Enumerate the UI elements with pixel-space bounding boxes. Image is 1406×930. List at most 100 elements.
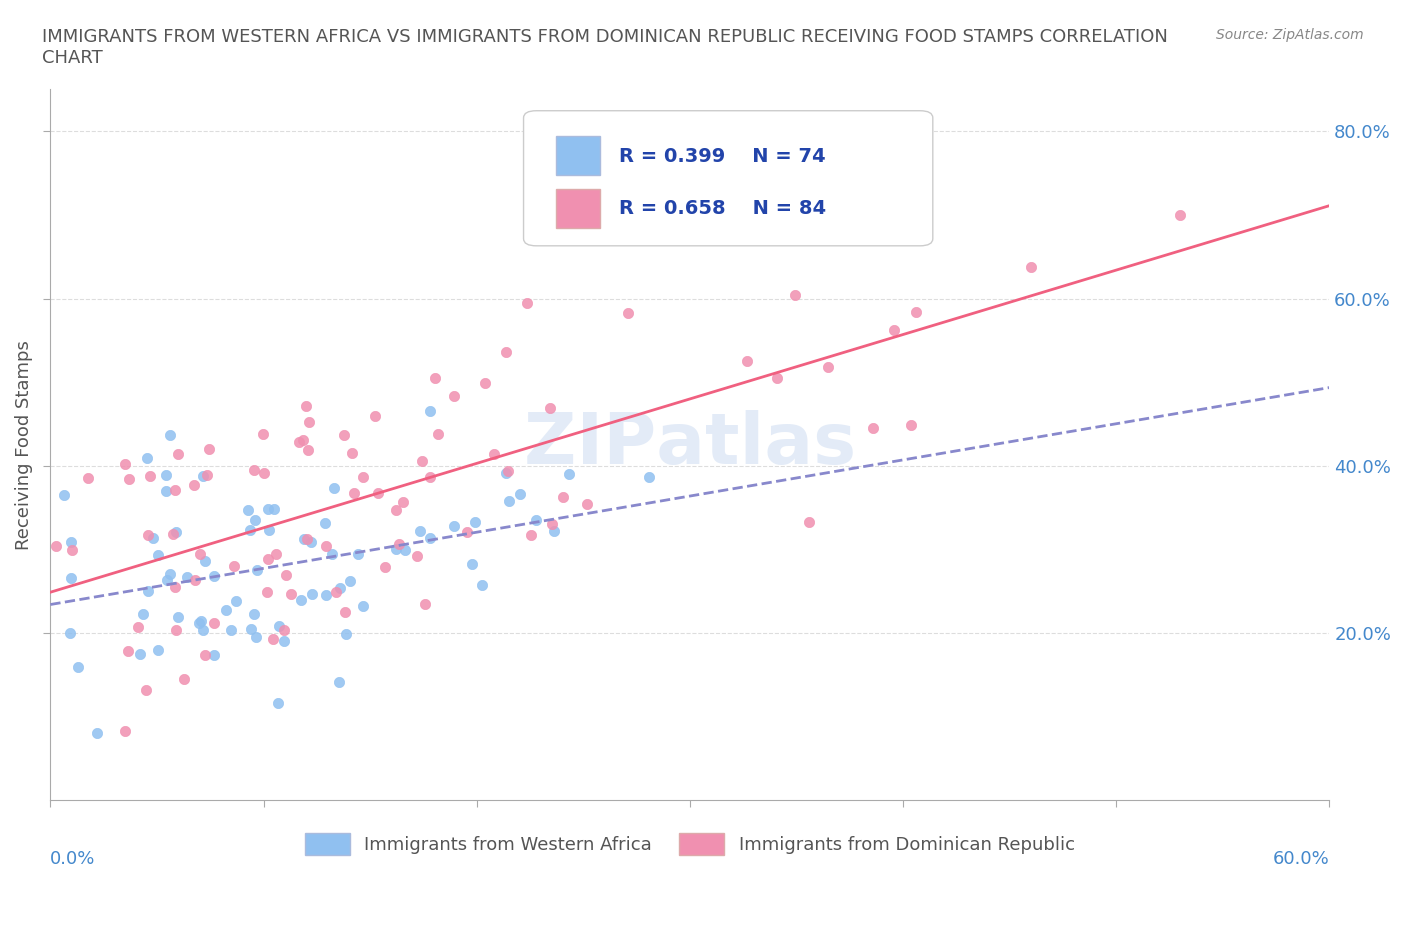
Point (59, 625, 82, 640)
Point (540, 517, 562, 532)
Point (165, 579, 187, 594)
Point (301, 586, 323, 601)
Point (883, 323, 905, 338)
Point (245, 630, 267, 644)
Point (243, 606, 266, 621)
Point (117, 644, 139, 658)
Point (419, 531, 441, 546)
Point (59, 571, 82, 586)
Point (236, 502, 259, 517)
Point (225, 594, 247, 609)
Point (195, 467, 218, 482)
Text: Source: ZipAtlas.com: Source: ZipAtlas.com (1216, 28, 1364, 42)
Point (352, 470, 374, 485)
Point (292, 532, 315, 547)
Point (165, 622, 187, 637)
Point (456, 525, 478, 539)
Point (374, 560, 396, 575)
Point (274, 568, 297, 583)
Point (295, 398, 318, 413)
Point (335, 627, 357, 642)
Point (162, 526, 184, 541)
Point (267, 618, 290, 633)
Point (364, 409, 387, 424)
Point (273, 622, 295, 637)
Point (114, 457, 136, 472)
Point (495, 466, 517, 481)
Point (315, 538, 337, 553)
Point (482, 446, 505, 461)
Point (262, 631, 284, 646)
Point (419, 469, 441, 484)
Point (191, 622, 214, 637)
Text: 60.0%: 60.0% (1272, 850, 1329, 868)
Point (86, 726, 108, 741)
Point (1019, 259, 1042, 274)
Point (240, 621, 263, 636)
Point (146, 547, 169, 562)
Point (114, 724, 136, 738)
Point (135, 683, 157, 698)
Point (191, 469, 214, 484)
Point (460, 556, 482, 571)
Point (167, 446, 190, 461)
Point (314, 515, 336, 530)
Point (297, 443, 319, 458)
Point (346, 546, 368, 561)
Point (159, 567, 181, 582)
Point (59, 535, 82, 550)
Point (173, 671, 195, 686)
Point (335, 604, 357, 619)
Point (392, 495, 415, 510)
Point (474, 376, 496, 391)
Point (202, 615, 225, 630)
Point (315, 588, 337, 603)
Point (128, 646, 150, 661)
Point (224, 559, 246, 574)
Point (266, 696, 288, 711)
Point (194, 554, 217, 569)
Point (384, 541, 406, 556)
Point (845, 209, 868, 224)
Point (198, 442, 221, 457)
Point (340, 445, 363, 460)
Point (516, 296, 538, 311)
Point (159, 428, 181, 443)
Point (900, 418, 922, 432)
Point (288, 434, 311, 449)
FancyBboxPatch shape (555, 189, 600, 228)
Point (165, 483, 187, 498)
Point (256, 501, 278, 516)
Point (67, 659, 90, 674)
Point (60, 543, 83, 558)
Point (256, 551, 278, 566)
Point (352, 599, 374, 614)
Text: ZIP​atlas: ZIP​atlas (524, 410, 856, 479)
Point (190, 546, 212, 561)
Point (190, 614, 212, 629)
Point (188, 616, 211, 631)
Point (299, 535, 322, 550)
Text: 0.0%: 0.0% (51, 850, 96, 868)
Point (427, 427, 450, 442)
Point (329, 581, 352, 596)
Point (411, 454, 433, 469)
Point (405, 548, 427, 563)
Point (155, 468, 177, 483)
Point (138, 584, 160, 599)
Point (735, 353, 758, 368)
Point (323, 481, 346, 496)
Point (253, 466, 276, 481)
Point (1168, 207, 1191, 222)
Point (273, 633, 295, 648)
Point (298, 415, 321, 430)
Point (538, 401, 561, 416)
Point (252, 426, 274, 441)
Point (183, 573, 205, 588)
Point (388, 537, 411, 551)
Point (165, 525, 187, 539)
Point (148, 643, 170, 658)
Point (77, 471, 100, 485)
Point (367, 486, 389, 501)
Text: R = 0.399    N = 74: R = 0.399 N = 74 (620, 148, 827, 166)
